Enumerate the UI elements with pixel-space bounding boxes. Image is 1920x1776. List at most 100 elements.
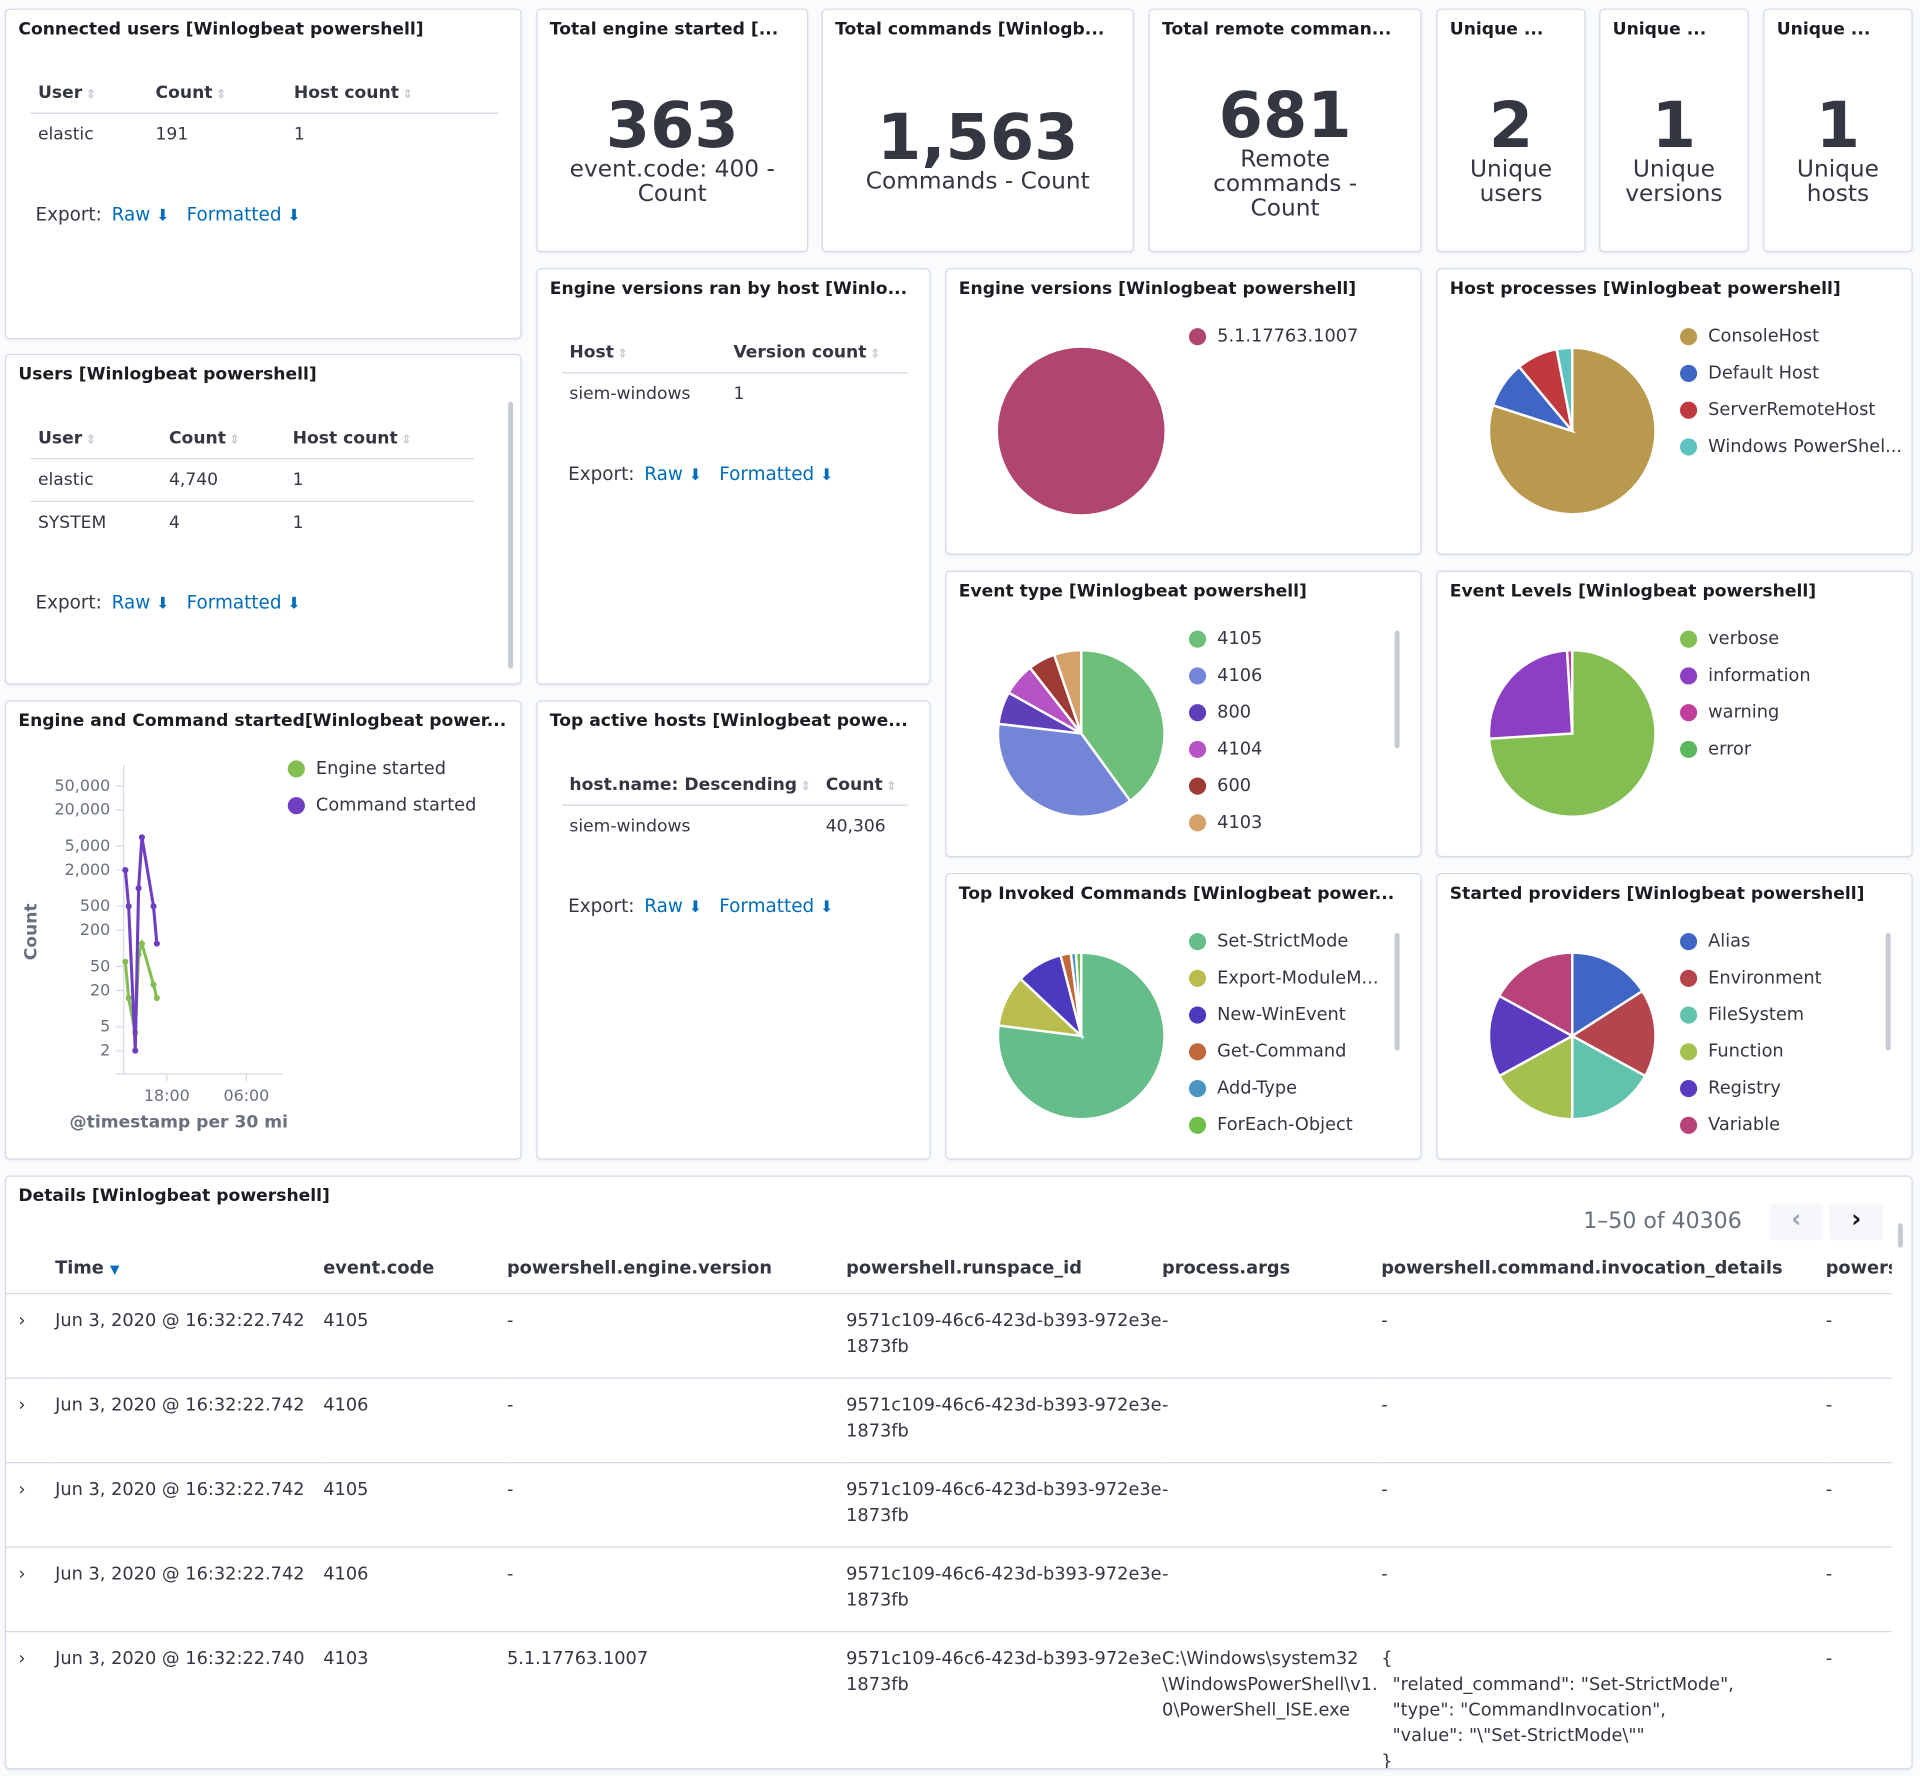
column-header-engine-version[interactable]: powershell.engine.version [506,1258,772,1279]
pie-slice-warning[interactable] [1565,648,1574,734]
legend-item[interactable]: 600 [1188,768,1262,805]
table-row: elastic 4,740 1 [30,458,474,503]
legend-item[interactable]: 4104 [1188,731,1262,768]
pie-slice-4106[interactable] [996,722,1132,818]
legend-item[interactable]: FileSystem [1680,997,1822,1034]
column-header-user[interactable]: User ⇕ [30,418,162,460]
legend-item[interactable]: Windows PowerShel... [1680,429,1902,466]
column-header-count[interactable]: Count ⇕ [148,73,287,114]
export-formatted-link[interactable]: Formatted ⬇ [186,591,301,614]
data-point[interactable] [125,903,132,910]
table-row[interactable]: › Jun 3, 2020 @ 16:32:22.740 4103 5.1.17763… [6,1630,1892,1769]
column-header-process-args[interactable]: process.args [1162,1258,1291,1279]
data-point[interactable] [122,958,129,965]
export-formatted-link[interactable]: Formatted ⬇ [186,203,301,226]
pie-slice-5-1-17763-1007[interactable] [997,347,1165,515]
data-point[interactable] [122,867,129,874]
pie-slice-4105[interactable] [1080,648,1166,803]
legend-item[interactable]: 4103 [1188,804,1262,841]
data-point[interactable] [138,940,145,947]
expand-row-chevron-icon[interactable]: › [18,1479,26,1500]
pie-slice-registry[interactable] [1487,994,1575,1078]
column-header-count[interactable]: Count ⇕ [818,765,908,806]
legend-item[interactable]: Environment [1680,960,1822,997]
legend-item[interactable]: ServerRemoteHost [1680,392,1902,429]
export-raw-link[interactable]: Raw ⬇ [111,591,170,614]
legend-item[interactable]: Alias [1680,923,1822,960]
pie-slice-information[interactable] [1487,649,1574,740]
data-point[interactable] [150,903,157,910]
scrollbar[interactable] [1897,1223,1903,1248]
expand-row-chevron-icon[interactable]: › [18,1564,26,1584]
legend-item[interactable]: Default Host [1680,355,1902,392]
expand-row-chevron-icon[interactable]: › [18,1310,26,1331]
column-header-event-code[interactable]: event.code [323,1258,435,1279]
table-row[interactable]: › Jun 3, 2020 @ 16:32:22.742 4105-9571c109… [6,1461,1892,1547]
chart-legend: 4105 4106 800 4104 600 4103 [1188,621,1262,841]
table-row[interactable]: › Jun 3, 2020 @ 16:32:22.742 4106-9571c109… [6,1545,1892,1632]
table-row[interactable]: › Jun 3, 2020 @ 16:32:22.742 4106-9571c109… [6,1376,1892,1463]
pie-slice-4103[interactable] [1052,648,1083,734]
legend-item[interactable]: ConsoleHost [1680,318,1902,355]
legend-item[interactable]: 4105 [1188,621,1262,658]
expand-row-chevron-icon[interactable]: › [18,1395,26,1415]
legend-item-engine-started[interactable]: Engine started [287,751,477,788]
pie-slice-alias[interactable] [1571,951,1645,1039]
legend-item[interactable]: ForEach-Object [1188,1107,1379,1144]
data-point[interactable] [138,834,145,841]
export-raw-link[interactable]: Raw ⬇ [644,895,703,918]
column-header-host-count[interactable]: Host count ⇕ [286,73,499,114]
column-header-invocation-details[interactable]: powershell.command.invocation_details [1381,1258,1783,1279]
export-formatted-link[interactable]: Formatted ⬇ [719,895,834,918]
legend-item[interactable]: Get-Command [1188,1033,1379,1070]
column-header-count[interactable]: Count ⇕ [161,418,286,460]
column-header-host-name[interactable]: host.name: Descending ⇕ [562,765,819,806]
column-header-host[interactable]: Host ⇕ [562,333,727,374]
pie-slice-environment[interactable] [1569,989,1657,1078]
next-page-button[interactable]: › [1829,1203,1884,1241]
data-point[interactable] [125,994,132,1002]
data-point[interactable] [153,940,160,947]
pie-slice-filesystem[interactable] [1571,1033,1647,1121]
pie-slice-foreach-object[interactable] [1074,951,1083,1036]
export-raw-link[interactable]: Raw ⬇ [644,462,703,485]
column-header-powershell-truncated[interactable]: powers [1825,1258,1892,1279]
column-header-user[interactable]: User ⇕ [30,73,149,114]
pie-slice-function[interactable] [1497,1033,1574,1121]
table-row[interactable]: › Jun 3, 2020 @ 16:32:22.742 4105-9571c109… [6,1292,1892,1378]
export-formatted-link[interactable]: Formatted ⬇ [719,462,834,485]
column-header-time[interactable]: Time ▼ [55,1258,120,1279]
scrollbar[interactable] [508,401,514,669]
legend-item[interactable]: Variable [1680,1107,1822,1144]
data-point[interactable] [135,885,142,892]
legend-item[interactable]: warning [1680,694,1811,731]
data-point[interactable] [132,1047,139,1054]
expand-row-chevron-icon[interactable]: › [18,1648,26,1669]
legend-scrollbar[interactable] [1885,933,1891,1051]
legend-item[interactable]: New-WinEvent [1188,997,1379,1034]
data-point[interactable] [153,994,160,1002]
legend-item[interactable]: error [1680,731,1811,768]
pie-slice-variable[interactable] [1497,951,1574,1038]
column-header-host-count[interactable]: Host count ⇕ [285,418,474,460]
column-header-version-count[interactable]: Version count ⇕ [726,333,908,374]
previous-page-button[interactable]: ‹ [1769,1203,1824,1241]
legend-item[interactable]: Registry [1680,1070,1822,1107]
pie-slice-windows-powershel-[interactable] [1555,346,1574,432]
legend-item[interactable]: Function [1680,1033,1822,1070]
legend-scrollbar[interactable] [1394,630,1400,749]
legend-item[interactable]: Add-Type [1188,1070,1379,1107]
legend-item[interactable]: Export-ModuleM... [1188,960,1378,997]
column-header-runspace-id[interactable]: powershell.runspace_id [846,1258,1082,1279]
legend-item[interactable]: 800 [1188,694,1262,731]
legend-item[interactable]: Set-StrictMode [1188,923,1379,960]
metric-value: 1 [1815,89,1861,163]
legend-item[interactable]: information [1680,658,1811,695]
legend-item-command-started[interactable]: Command started [287,787,476,824]
legend-item[interactable]: 5.1.17763.1007 [1188,318,1358,355]
legend-item[interactable]: 4106 [1188,658,1262,695]
legend-scrollbar[interactable] [1394,933,1400,1051]
data-point[interactable] [150,981,157,988]
legend-item[interactable]: verbose [1680,621,1811,658]
export-raw-link[interactable]: Raw ⬇ [111,203,170,226]
